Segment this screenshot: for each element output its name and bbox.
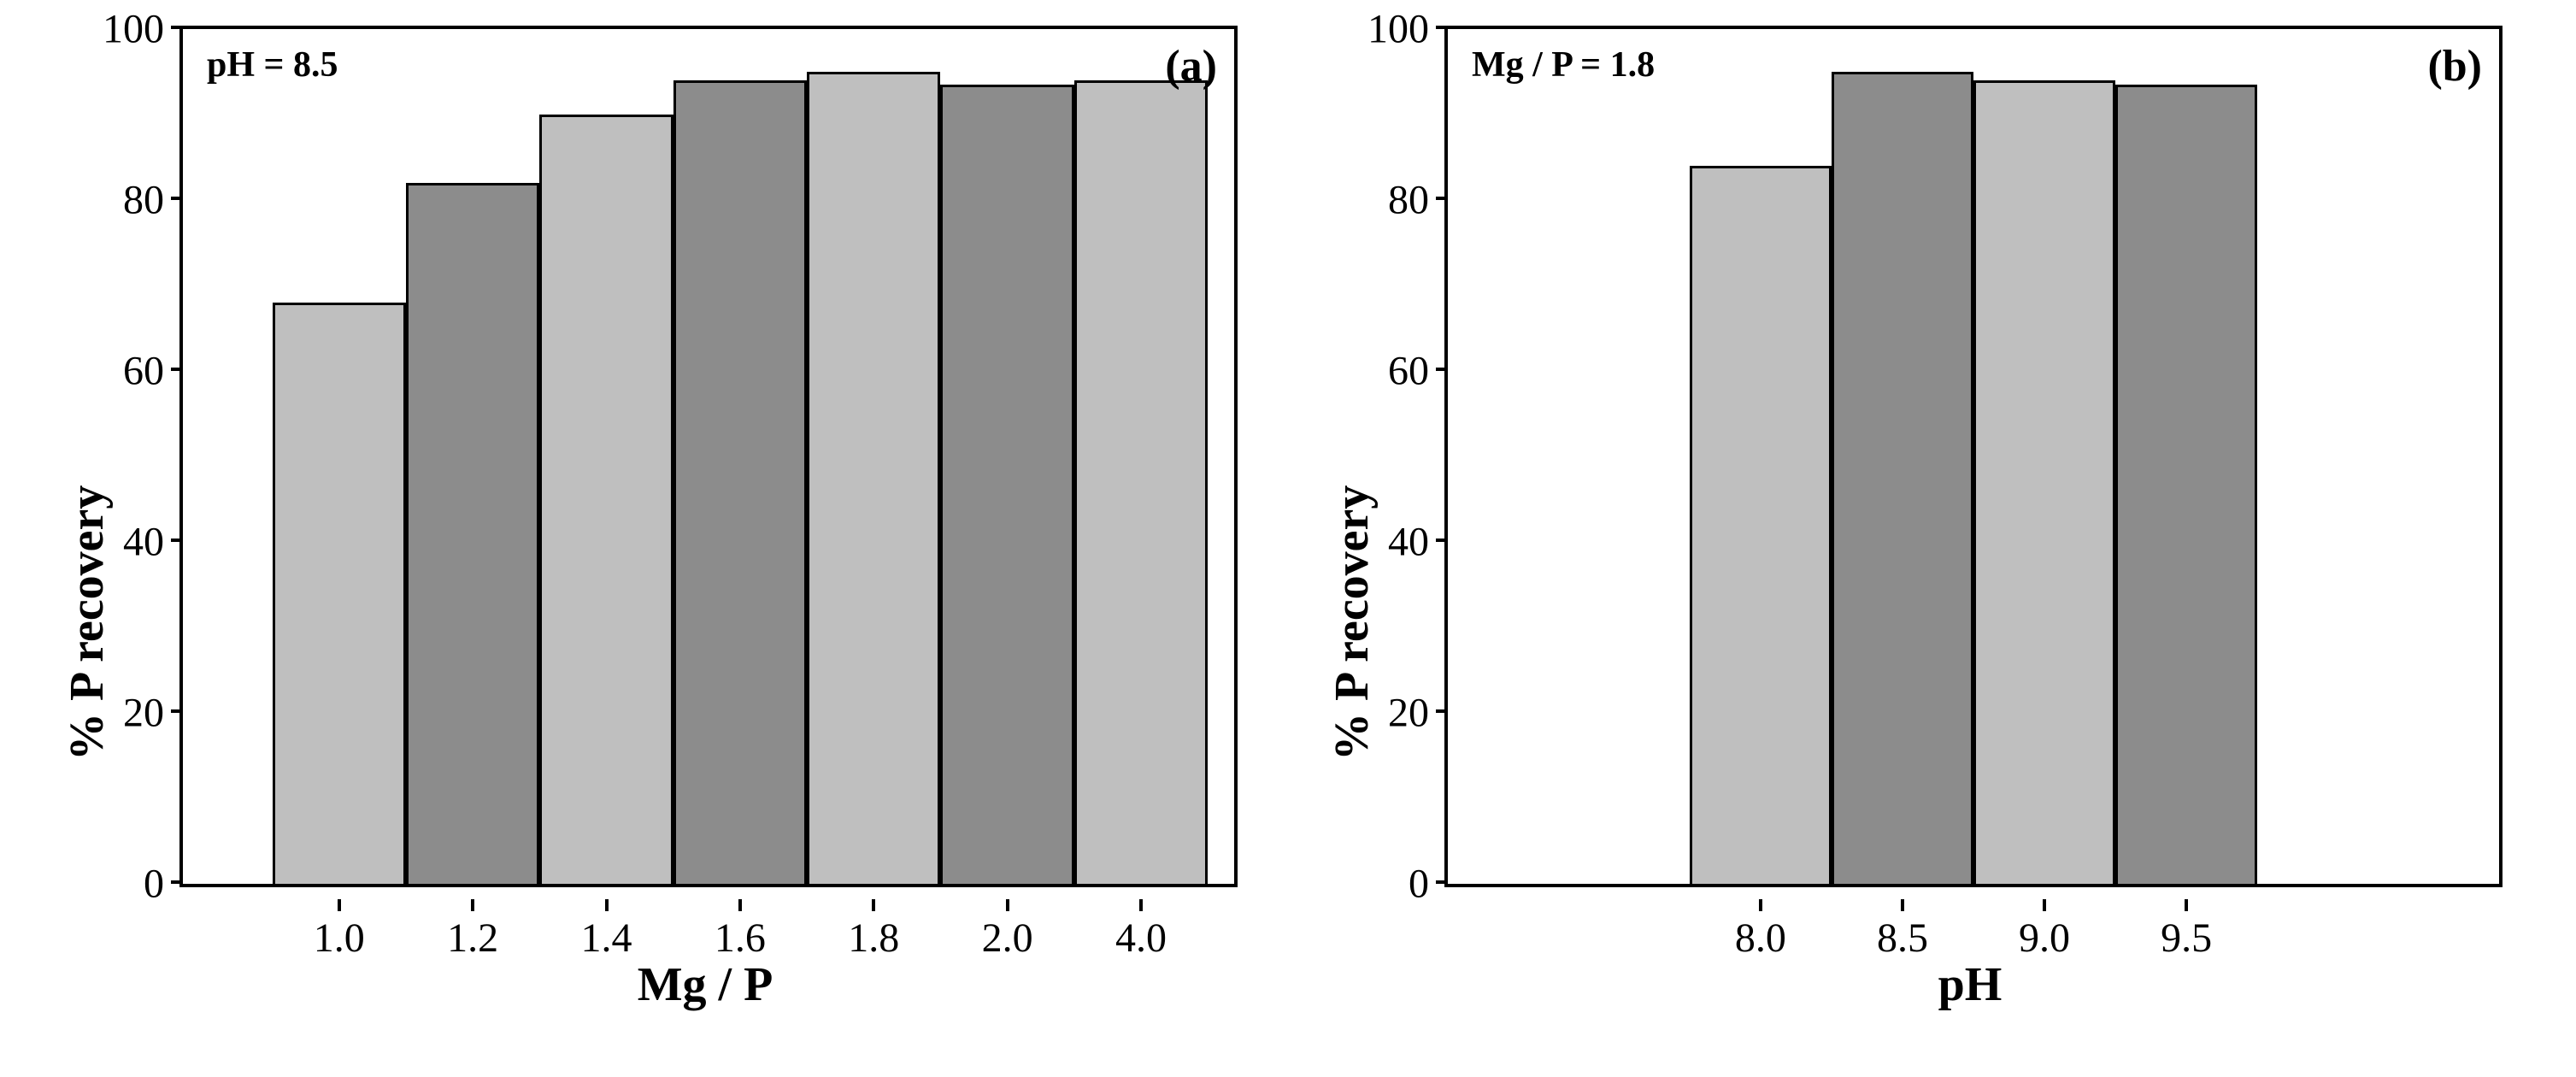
tick-mark xyxy=(171,26,183,29)
panel-b: 0204060801008.08.59.09.5Mg / P = 1.8(b)%… xyxy=(1291,17,2504,1026)
plot-area: 0204060801008.08.59.09.5Mg / P = 1.8(b) xyxy=(1444,26,2502,887)
y-tick-label: 40 xyxy=(123,519,164,566)
y-tick-label: 20 xyxy=(1388,690,1429,737)
x-tick-label: 1.8 xyxy=(848,915,899,962)
bars-layer xyxy=(183,29,1234,884)
tick-mark xyxy=(738,899,742,911)
y-tick-label: 100 xyxy=(103,6,164,53)
tick-mark xyxy=(872,899,875,911)
tick-mark xyxy=(1436,197,1448,200)
tick-mark xyxy=(1436,538,1448,542)
panel-label: (a) xyxy=(1165,41,1217,91)
x-tick-label: 4.0 xyxy=(1115,915,1167,962)
tick-mark xyxy=(605,899,609,911)
x-tick-label: 8.5 xyxy=(1877,915,1928,962)
x-tick-label: 8.0 xyxy=(1735,915,1786,962)
y-tick-label: 80 xyxy=(1388,177,1429,224)
tick-mark xyxy=(1436,368,1448,371)
x-axis-title: Mg / P xyxy=(638,957,773,1012)
condition-annotation: pH = 8.5 xyxy=(207,44,338,85)
x-axis-title: pH xyxy=(1938,957,2003,1012)
tick-mark xyxy=(1436,709,1448,713)
x-tick-label: 9.5 xyxy=(2161,915,2212,962)
bar xyxy=(406,183,539,884)
y-tick-label: 60 xyxy=(1388,348,1429,395)
panel-label: (b) xyxy=(2427,41,2482,91)
tick-mark xyxy=(171,709,183,713)
tick-mark xyxy=(1006,899,1009,911)
tick-mark xyxy=(338,899,341,911)
bars-layer xyxy=(1448,29,2499,884)
tick-mark xyxy=(171,538,183,542)
tick-mark xyxy=(2185,899,2188,911)
bar xyxy=(807,72,940,884)
x-tick-label: 2.0 xyxy=(982,915,1033,962)
bar xyxy=(1690,166,1832,884)
y-tick-label: 60 xyxy=(123,348,164,395)
x-tick-label: 1.0 xyxy=(314,915,365,962)
bar xyxy=(1074,80,1208,884)
tick-mark xyxy=(2043,899,2046,911)
y-tick-label: 20 xyxy=(123,690,164,737)
tick-mark xyxy=(1139,899,1143,911)
condition-annotation: Mg / P = 1.8 xyxy=(1472,44,1655,85)
y-tick-label: 40 xyxy=(1388,519,1429,566)
tick-mark xyxy=(471,899,474,911)
tick-mark xyxy=(171,880,183,884)
figure-row: 0 20 40 60 80 100 1.0 1.2 1.4 1.6 1.8 2.0 4.0 pH = 8.… xyxy=(0,0,2576,1043)
x-tick-label: 9.0 xyxy=(2019,915,2070,962)
plot-area: 0204060801001.01.21.41.61.82.04.0pH = 8.… xyxy=(179,26,1238,887)
tick-mark xyxy=(1436,26,1448,29)
y-tick-label: 100 xyxy=(1367,6,1429,53)
bar xyxy=(539,115,673,884)
tick-mark xyxy=(1436,880,1448,884)
tick-mark xyxy=(1901,899,1904,911)
y-tick-label: 80 xyxy=(123,177,164,224)
tick-mark xyxy=(171,368,183,371)
bar xyxy=(273,303,406,884)
bar xyxy=(673,80,807,884)
tick-mark xyxy=(1759,899,1762,911)
bar xyxy=(940,85,1073,884)
panel-a: 0204060801001.01.21.41.61.82.04.0pH = 8.… xyxy=(26,17,1239,1026)
y-tick-label: 0 xyxy=(1409,861,1429,908)
bar xyxy=(1973,80,2115,884)
bar xyxy=(2115,85,2257,884)
y-tick-label: 0 xyxy=(144,861,164,908)
tick-mark xyxy=(171,197,183,200)
x-tick-label: 1.2 xyxy=(447,915,498,962)
x-tick-label: 1.4 xyxy=(581,915,632,962)
bar xyxy=(1832,72,1973,884)
x-tick-label: 1.6 xyxy=(715,915,766,962)
y-axis-title: % P recovery xyxy=(60,486,115,761)
y-axis-title: % P recovery xyxy=(1325,486,1379,761)
